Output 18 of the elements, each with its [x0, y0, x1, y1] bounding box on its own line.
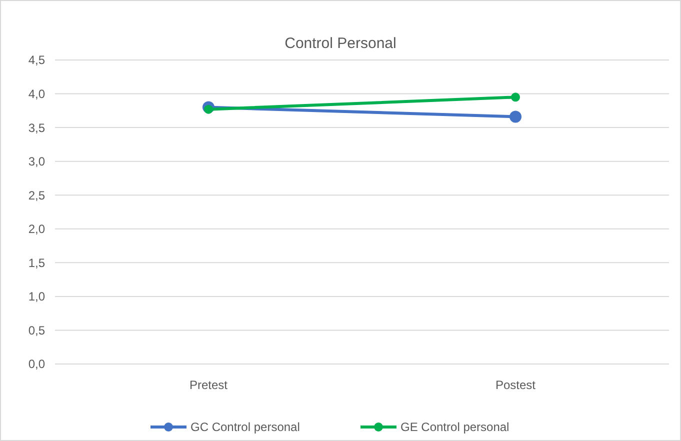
x-tick-label: Pretest	[189, 378, 228, 392]
point	[511, 92, 520, 102]
y-tick-label: 2,0	[28, 222, 46, 236]
y-tick-label: 0,5	[28, 323, 46, 338]
point	[204, 104, 213, 114]
x-tick-label: Postest	[495, 378, 536, 392]
legend-label: GE Control personal	[400, 420, 510, 434]
y-tick-label: 3,0	[28, 154, 46, 169]
y-tick-label: 4,5	[28, 53, 46, 68]
y-tick-label: 1,5	[28, 256, 46, 270]
y-tick-label: 0,0	[28, 357, 46, 372]
chart-title: Control Personal	[284, 35, 396, 52]
y-tick-label: 2,5	[28, 188, 46, 202]
point	[510, 110, 522, 123]
legend-label: GC Control personal	[190, 420, 300, 434]
y-tick-label: 4,0	[28, 86, 46, 101]
y-tick-label: 1,0	[28, 290, 46, 304]
y-tick-label: 3,5	[28, 120, 46, 135]
